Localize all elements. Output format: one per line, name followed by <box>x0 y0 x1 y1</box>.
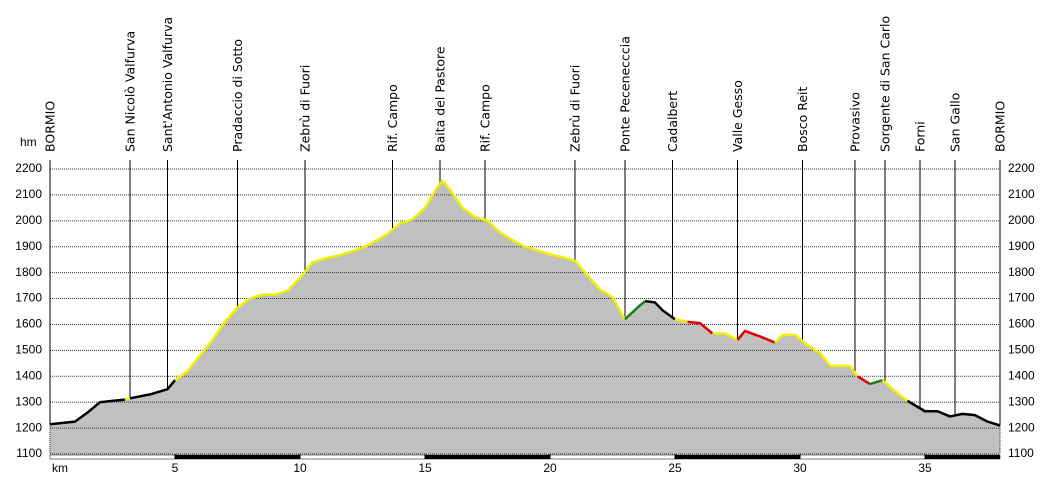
scale-band <box>549 454 676 460</box>
profile-line <box>774 333 859 378</box>
waypoint-label: BORMIO <box>43 101 58 152</box>
y-tick-label-right: 1200 <box>1008 420 1035 434</box>
profile-area <box>869 379 883 455</box>
x-tick-label: 25 <box>668 461 682 475</box>
y-tick-label: 1900 <box>15 239 42 253</box>
profile-line <box>906 399 1001 427</box>
y-tick-label-right: 1100 <box>1008 446 1034 460</box>
y-tick-label-right: 1700 <box>1008 291 1035 305</box>
y-tick-label: 2000 <box>15 213 42 227</box>
profile-line <box>712 332 739 342</box>
waypoint-label: Rif. Campo <box>478 84 493 152</box>
y-tick-label: 1200 <box>15 420 42 434</box>
scale-band <box>174 454 301 460</box>
y-tick-label-right: 1600 <box>1008 317 1035 331</box>
waypoint-label: Zebrù di Fuori <box>298 65 313 152</box>
waypoint-label: Ponte Pecenecccia <box>618 36 633 152</box>
y-axis-unit: hm <box>20 135 37 149</box>
waypoint-label: Forni <box>913 121 928 152</box>
scale-band <box>299 454 426 460</box>
scale-band <box>799 454 926 460</box>
profile-area <box>737 330 776 455</box>
waypoint-label: Zebrù di Fuori <box>568 65 583 152</box>
y-tick-label-right: 1900 <box>1008 239 1035 253</box>
profile-line <box>124 397 131 401</box>
scale-band <box>49 454 176 460</box>
profile-line <box>174 179 627 382</box>
profile-area <box>687 321 713 455</box>
x-tick-label: 5 <box>172 461 179 475</box>
waypoint-label: Sant'Antonio Valfurva <box>160 17 175 152</box>
profile-line <box>869 378 883 386</box>
profile-line <box>687 320 714 335</box>
x-tick-label: 30 <box>793 461 807 475</box>
y-tick-label: 1300 <box>15 394 42 408</box>
profile-line <box>624 300 646 321</box>
scale-band <box>424 454 551 460</box>
y-tick-label-right: 1800 <box>1008 265 1035 279</box>
profile-area <box>124 397 131 455</box>
y-tick-label-right: 1400 <box>1008 368 1035 382</box>
profile-area <box>49 399 126 455</box>
y-tick-label: 2200 <box>15 161 42 175</box>
y-tick-label: 1800 <box>15 265 42 279</box>
y-tick-label-right: 2000 <box>1008 213 1035 227</box>
x-axis-unit: km <box>52 461 68 475</box>
y-tick-label-right: 2200 <box>1008 161 1035 175</box>
waypoint-label: Valle Gesso <box>730 80 745 152</box>
scale-band <box>924 454 1001 460</box>
profile-line <box>736 329 776 344</box>
profile-line <box>856 375 871 386</box>
profile-area <box>674 318 688 455</box>
waypoint-label: Rif. Campo <box>385 84 400 152</box>
y-tick-label: 1700 <box>15 291 42 305</box>
profile-line <box>644 299 676 321</box>
waypoint-label: Baita del Pastore <box>433 46 448 152</box>
waypoint-label: Bosco Reit <box>795 86 810 152</box>
waypoint-label: BORMIO <box>993 101 1008 152</box>
waypoint-label: San Nicolò Valfurva <box>123 31 138 152</box>
profile-line <box>129 379 176 400</box>
waypoint-label: Cadalbert <box>665 91 680 152</box>
x-tick-label: 20 <box>543 461 557 475</box>
profile-area <box>857 375 871 455</box>
profile-area <box>129 379 176 455</box>
profile-area <box>174 180 626 455</box>
profile-line <box>674 318 688 324</box>
y-tick-label-right: 1500 <box>1008 343 1035 357</box>
x-tick-label: 10 <box>293 461 307 475</box>
profile-area <box>774 334 858 455</box>
waypoint-label: Sorgente di San Carlo <box>878 16 893 152</box>
y-tick-label-right: 2100 <box>1008 187 1035 201</box>
profile-line <box>49 398 126 426</box>
profile-area <box>712 333 738 455</box>
y-tick-label-right: 1300 <box>1008 394 1035 408</box>
x-tick-label: 35 <box>918 461 932 475</box>
y-tick-label: 1500 <box>15 343 42 357</box>
waypoint-label: Provasivo <box>848 92 863 152</box>
y-tick-label: 2100 <box>15 187 42 201</box>
y-tick-label: 1400 <box>15 368 42 382</box>
x-tick-label: 15 <box>418 461 432 475</box>
waypoint-label: Pradaccio di Sotto <box>230 39 245 152</box>
y-tick-label: 1600 <box>15 317 42 331</box>
scale-band <box>674 454 801 460</box>
profile-line <box>881 379 909 402</box>
y-tick-label: 1100 <box>16 446 42 460</box>
waypoint-label: San Gallo <box>948 93 963 152</box>
